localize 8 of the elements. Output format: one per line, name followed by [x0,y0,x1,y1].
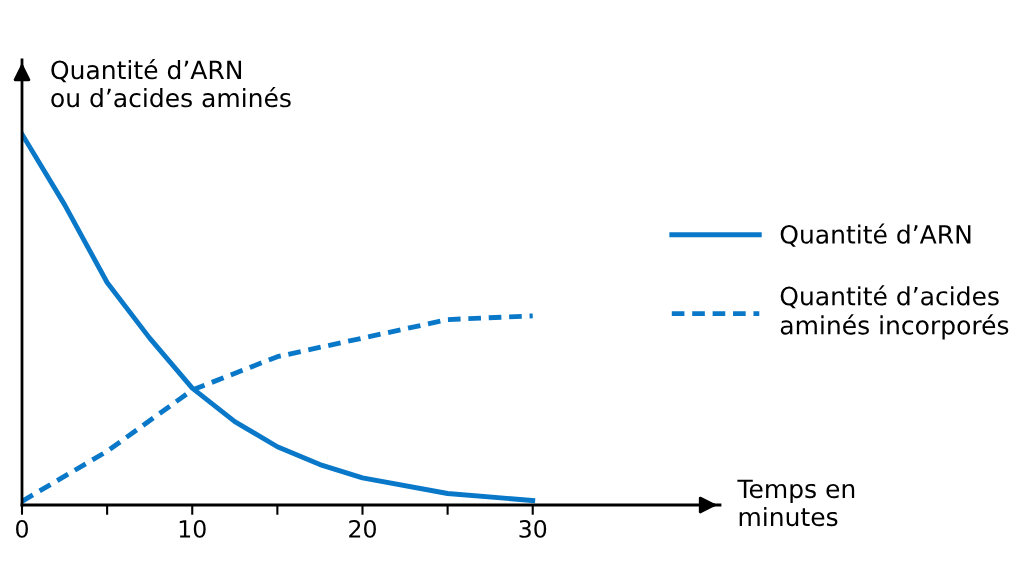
x-tick-label: 30 [519,520,547,538]
y-axis-title: Quantité d’ARN ou d’acides aminés [51,59,291,108]
x-tick-label: 0 [16,520,28,538]
legend-label: Quantité d’ARN [780,223,971,247]
x-tick-label: 10 [179,520,206,538]
legend-label: Quantité d’acides aminés incorporés [780,285,1009,340]
x-tick-label: 20 [349,520,376,538]
x-axis-title: Temps en minutes [737,479,855,527]
